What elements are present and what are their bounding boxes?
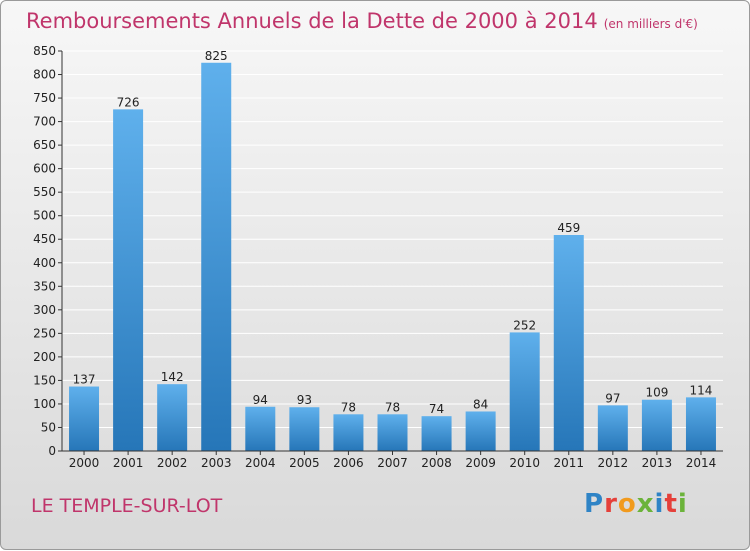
bar-value-label: 97 — [605, 391, 620, 405]
y-tick-label: 500 — [33, 209, 56, 223]
y-tick-label: 300 — [33, 303, 56, 317]
x-tick-label: 2007 — [377, 456, 408, 470]
x-axis-ticks: 2000 2001 2002 2003 2004 2005 2006 2007 2008 2009… — [69, 451, 716, 470]
chart-unit: (en milliers d'€) — [603, 17, 698, 31]
bar-2011 — [553, 235, 584, 451]
bar-value-label: 78 — [385, 400, 400, 414]
bar-2014 — [685, 397, 716, 451]
bar-value-label: 109 — [645, 386, 668, 400]
y-tick-label: 700 — [33, 115, 56, 129]
bar-2008 — [421, 416, 452, 451]
y-tick-label: 350 — [33, 279, 56, 293]
x-tick-label: 2011 — [553, 456, 584, 470]
town-name: LE TEMPLE-SUR-LOT — [31, 495, 223, 517]
y-tick-label: 50 — [41, 420, 56, 434]
bar-2009 — [465, 411, 496, 451]
bar-value-label: 825 — [205, 49, 228, 63]
y-tick-label: 850 — [33, 44, 56, 58]
x-tick-label: 2009 — [465, 456, 496, 470]
proxiti-logo: Proxiti — [584, 489, 688, 519]
bar-2004 — [245, 406, 276, 451]
y-tick-label: 400 — [33, 256, 56, 270]
bar-2013 — [641, 399, 672, 451]
bar-value-label: 78 — [341, 400, 356, 414]
bars — [69, 62, 716, 452]
y-tick-label: 100 — [33, 397, 56, 411]
bar-2001 — [113, 109, 144, 452]
bar-value-label: 726 — [117, 95, 140, 109]
y-axis-ticks: 0 50 100 150 200 250 300 350 400 450 500 550 600 650 7… — [33, 44, 62, 458]
bar-value-label: 84 — [473, 397, 488, 411]
bar-value-label: 114 — [690, 383, 713, 397]
x-tick-label: 2003 — [201, 456, 232, 470]
chart-title: Remboursements Annuels de la Dette de 20… — [26, 9, 598, 33]
x-tick-label: 2014 — [686, 456, 717, 470]
bar-value-label: 94 — [253, 393, 268, 407]
bar-2002 — [157, 384, 188, 451]
x-tick-label: 2010 — [509, 456, 540, 470]
bar-value-label: 93 — [297, 393, 312, 407]
x-tick-label: 2012 — [598, 456, 629, 470]
y-tick-label: 650 — [33, 138, 56, 152]
x-tick-label: 2008 — [421, 456, 452, 470]
y-tick-label: 0 — [48, 444, 56, 458]
bar-value-labels: 137 726 142 825 94 93 78 78 74 84 252 459 97 109 114 — [73, 49, 713, 416]
bar-2010 — [509, 332, 540, 451]
y-tick-label: 600 — [33, 162, 56, 176]
x-tick-label: 2005 — [289, 456, 320, 470]
bar-value-label: 74 — [429, 402, 444, 416]
y-tick-label: 200 — [33, 350, 56, 364]
bar-2007 — [377, 414, 408, 451]
y-tick-label: 450 — [33, 232, 56, 246]
y-tick-label: 800 — [33, 68, 56, 82]
bar-2003 — [201, 62, 232, 451]
x-tick-label: 2004 — [245, 456, 276, 470]
x-tick-label: 2000 — [69, 456, 100, 470]
bar-value-label: 459 — [557, 221, 580, 235]
x-tick-label: 2013 — [642, 456, 673, 470]
bar-2006 — [333, 414, 364, 451]
x-tick-label: 2006 — [333, 456, 364, 470]
x-tick-label: 2001 — [113, 456, 144, 470]
y-tick-label: 250 — [33, 326, 56, 340]
x-tick-label: 2002 — [157, 456, 188, 470]
bar-2005 — [289, 407, 320, 451]
bar-2000 — [69, 386, 100, 451]
bar-value-label: 137 — [73, 373, 96, 387]
bar-2012 — [597, 405, 628, 451]
chart-title-block: Remboursements Annuels de la Dette de 20… — [26, 9, 698, 33]
y-tick-label: 150 — [33, 373, 56, 387]
y-tick-label: 550 — [33, 185, 56, 199]
bar-value-label: 252 — [513, 318, 536, 332]
bar-value-label: 142 — [161, 370, 184, 384]
y-tick-label: 750 — [33, 91, 56, 105]
